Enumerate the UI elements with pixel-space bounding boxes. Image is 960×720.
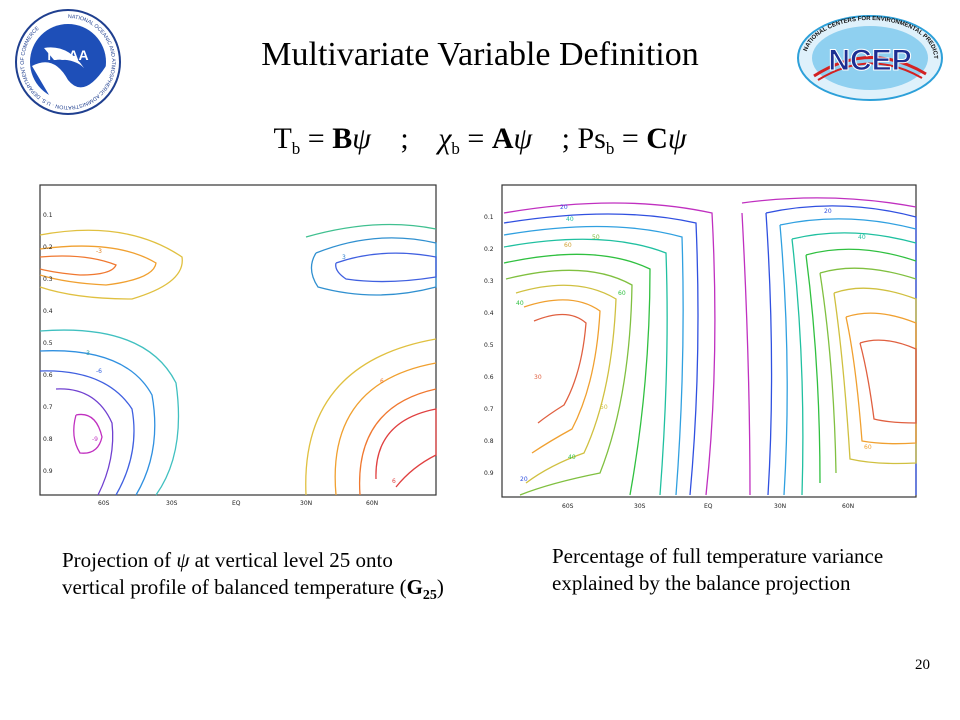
eq-equals-3: =: [621, 122, 639, 155]
eq-chi: χ: [438, 122, 452, 155]
ncep-logo-text: NCEP: [828, 44, 911, 77]
right-x-tick: 30N: [774, 503, 786, 510]
left-y-tick: 0.7: [43, 404, 53, 411]
right-y-tick: 0.4: [484, 310, 494, 317]
eq-equals-2: =: [467, 122, 485, 155]
right-y-tick: 0.1: [484, 214, 494, 221]
right-contour-plot: 0.1 0.2 0.3 0.4 0.5 0.6 0.7 0.8 0.9 60S …: [480, 183, 920, 513]
left-y-tick: 0.3: [43, 276, 53, 283]
right-y-tick: 0.8: [484, 438, 494, 445]
eq-psi-2: ψ: [513, 122, 533, 155]
page-number: 20: [915, 657, 930, 673]
right-y-tick: 0.3: [484, 278, 494, 285]
eq-matrix-b: B: [332, 122, 353, 155]
left-contour-label: 3: [342, 254, 346, 261]
left-plot-caption: Projection of ψ at vertical level 25 ont…: [62, 547, 452, 609]
left-caption-g: G: [406, 575, 423, 599]
left-contour-label: -3: [84, 350, 90, 357]
ncep-logo: NATIONAL CENTERS FOR ENVIRONMENTAL PREDI…: [792, 10, 943, 101]
right-contour-label: 50: [600, 404, 608, 411]
left-x-tick: 60N: [366, 500, 378, 507]
left-x-tick: EQ: [232, 500, 241, 507]
eq-ps-base: Ps: [577, 122, 606, 155]
right-contour-label: 30: [534, 374, 542, 381]
right-x-tick: EQ: [704, 503, 713, 510]
right-contour-label: 50: [592, 234, 600, 241]
eq-matrix-c: C: [646, 122, 668, 155]
right-contour-label: 20: [520, 476, 528, 483]
eq-matrix-a: A: [491, 122, 514, 155]
eq-sep-2: ;: [561, 122, 570, 155]
right-contour-label: 40: [568, 454, 576, 461]
left-y-tick: 0.6: [43, 372, 53, 379]
noaa-logo-text: NOAA: [47, 47, 88, 63]
left-x-tick: 30N: [300, 500, 312, 507]
right-x-tick: 60S: [562, 503, 574, 510]
left-y-tick: 0.8: [43, 436, 53, 443]
right-x-tick: 60N: [842, 503, 854, 510]
left-y-tick: 0.5: [43, 340, 53, 347]
right-contour-label: 40: [858, 234, 866, 241]
right-x-tick: 30S: [634, 503, 646, 510]
left-contour-label: -9: [92, 436, 98, 443]
right-plot-caption: Percentage of full temperature variance …: [552, 544, 884, 595]
equation: Tb = Bψ ; χb = Aψ ; Psb = Cψ: [0, 122, 960, 158]
eq-psi-1: ψ: [352, 122, 371, 155]
right-contour-label: 60: [864, 444, 872, 451]
left-x-tick: 30S: [166, 500, 178, 507]
eq-chi-sub: b: [451, 139, 460, 158]
right-y-tick: 0.9: [484, 470, 494, 477]
left-contour-label: 6: [392, 478, 396, 485]
left-y-tick: 0.4: [43, 308, 53, 315]
right-contour-label: 20: [560, 204, 568, 211]
right-contour-label: 40: [516, 300, 524, 307]
right-y-tick: 0.6: [484, 374, 494, 381]
left-caption-close: ): [436, 575, 444, 599]
left-caption-rest: at vertical level 25 onto vertical profi…: [62, 548, 407, 599]
right-contour-label: 60: [618, 290, 626, 297]
eq-sep-1: ;: [400, 122, 409, 155]
right-plot-frame: [501, 184, 917, 498]
right-y-tick: 0.7: [484, 406, 494, 413]
eq-t-base: T: [273, 122, 292, 155]
left-contour-label: -6: [96, 368, 102, 375]
right-contour-label: 20: [824, 208, 832, 215]
noaa-logo: NOAA NATIONAL OCEANIC AND ATMOSPHERIC AD…: [15, 9, 121, 115]
left-y-tick: 0.1: [43, 212, 53, 219]
right-y-tick: 0.5: [484, 342, 494, 349]
left-caption-psi: ψ: [176, 548, 190, 572]
left-y-tick: 0.9: [43, 468, 53, 475]
left-plot-frame: [39, 184, 437, 496]
right-contour-label: 60: [564, 242, 572, 249]
left-contour-plot: 0.1 0.2 0.3 0.4 0.5 0.6 0.7 0.8 0.9 60S …: [36, 183, 440, 513]
slide-title: Multivariate Variable Definition: [261, 36, 699, 73]
left-contour-label: -3: [96, 248, 102, 255]
left-caption-prefix: Projection of: [62, 548, 177, 572]
left-caption-g-sub: 25: [422, 588, 437, 604]
eq-t-sub: b: [291, 139, 301, 158]
right-y-tick: 0.2: [484, 246, 494, 253]
left-y-tick: 0.2: [43, 244, 53, 251]
eq-psi-3: ψ: [667, 122, 687, 155]
left-contour-label: 6: [380, 378, 384, 385]
eq-ps-sub: b: [605, 139, 615, 158]
right-contour-label: 40: [566, 216, 574, 223]
left-x-tick: 60S: [98, 500, 110, 507]
eq-equals-1: =: [307, 122, 325, 155]
